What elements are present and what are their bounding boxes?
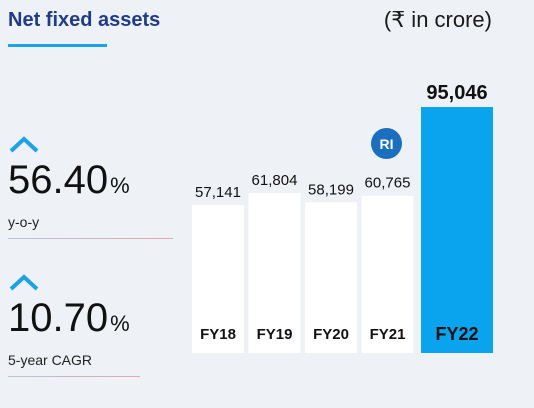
data-label: 95,046 xyxy=(426,82,487,104)
stat-suffix: % xyxy=(110,311,130,336)
data-label: 60,765 xyxy=(365,175,411,192)
stat-caption: y-o-y xyxy=(8,214,40,230)
category-label: FY19 xyxy=(257,326,293,343)
stat-divider xyxy=(8,238,173,239)
stat-number: 56.40 xyxy=(8,158,109,202)
title-underline xyxy=(8,44,107,47)
data-label: 58,199 xyxy=(308,181,354,198)
chevron-up-icon xyxy=(9,136,39,153)
data-label: 61,804 xyxy=(252,172,298,189)
stat-caption: 5-year CAGR xyxy=(8,352,93,368)
chevron-up-icon xyxy=(9,274,39,291)
category-label: FY20 xyxy=(313,326,349,343)
ri-badge: RI xyxy=(371,128,402,159)
stat-number: 10.70 xyxy=(8,296,109,340)
category-label: FY21 xyxy=(370,326,406,343)
unit-label: (₹ in crore) xyxy=(383,7,492,32)
bar-fy18 xyxy=(192,205,244,353)
stat-divider xyxy=(8,376,140,377)
bar-fy20 xyxy=(305,202,357,353)
data-label: 57,141 xyxy=(195,184,241,201)
bar-fy22 xyxy=(421,107,493,353)
category-label: FY22 xyxy=(435,324,478,344)
stat-value: 10.70% xyxy=(8,296,130,341)
bar-fy21 xyxy=(361,195,414,353)
chart-title: Net fixed assets xyxy=(8,9,161,31)
category-label: FY18 xyxy=(200,326,236,343)
stat-value: 56.40% xyxy=(8,158,130,203)
bar-fy19 xyxy=(248,193,301,353)
stat-suffix: % xyxy=(110,173,130,198)
